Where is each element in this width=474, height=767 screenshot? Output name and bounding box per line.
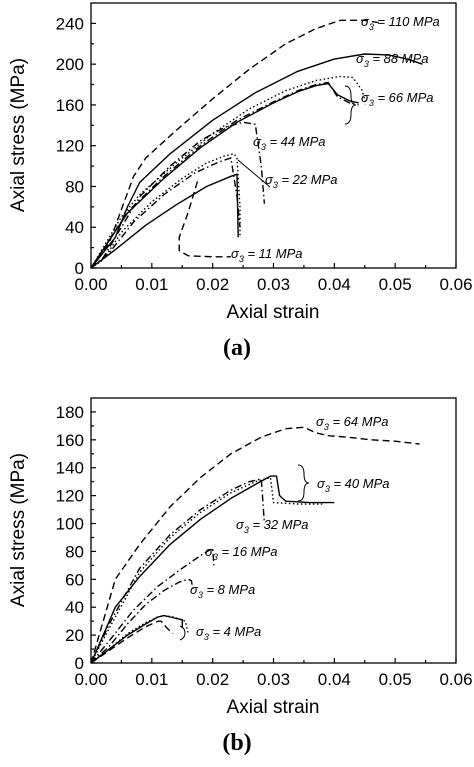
panel-a-series-44-mpa: [90, 121, 266, 269]
panel-b-y-tick-label: 20: [65, 626, 84, 645]
panel-b-annotation-40: σ3 = 40 MPa: [317, 476, 389, 494]
panel-b-annotation-32: σ3 = 32 MPa: [236, 517, 308, 535]
panel-b-series-32-mpa: [90, 478, 266, 664]
panel-b-y-tick-label: 60: [65, 570, 84, 589]
panel-b-x-tick-label: 0.06: [439, 670, 472, 689]
panel-b-x-tick-label: 0.04: [318, 670, 351, 689]
panel-a-series-11-mpa: [90, 173, 239, 269]
panel-b-x-tick-label: 0.01: [135, 670, 168, 689]
panel-b-annotation-8: σ3 = 8 MPa: [190, 582, 255, 600]
panel-b-series-4-mpa: [90, 614, 183, 664]
panel-b-annotation-64: σ3 = 64 MPa: [316, 414, 388, 432]
panel-a-x-tick-label: 0.05: [379, 275, 412, 294]
panel-a-annotation-44: σ3 = 44 MPa: [253, 134, 325, 152]
panel-a-series-22-mpa: [90, 157, 241, 269]
panel-a-y-tick-label: 160: [56, 96, 84, 115]
panel-a-x-tick-label: 0.06: [439, 275, 472, 294]
panel-b-ticks: 0.00 0.01 0.02 0.03 0.04 0.05 0.06 0 20 40 60 80 100…: [56, 403, 473, 689]
panel-a-x-tick-label: 0.00: [74, 275, 107, 294]
panel-a-annotation-66: σ3 = 66 MPa: [361, 90, 433, 108]
panel-b-bracket-4: [179, 625, 186, 641]
panel-b-series-4-mpa: [90, 614, 189, 664]
panel-a-label: (a): [223, 335, 251, 361]
panel-a-annotation-110: σ3 = 110 MPa: [361, 14, 440, 32]
panel-b-x-tick-label: 0.05: [379, 670, 412, 689]
panel-b-y-tick-label: 80: [65, 542, 84, 561]
panel-b-y-tick-label: 120: [56, 487, 84, 506]
panel-a-x-tick-label: 0.04: [318, 275, 351, 294]
panel-a-y-tick-label: 200: [56, 55, 84, 74]
panel-b-x-tick-label: 0.00: [74, 670, 107, 689]
panel-b-annotation-16: σ3 = 16 MPa: [205, 544, 277, 562]
panel-a-series-88-mpa: [90, 53, 423, 269]
panel-a: 0.00 0.01 0.02 0.03 0.04 0.05 0.06 0 40 80 120 160 2…: [8, 2, 473, 361]
panel-b-x-axis-title: Axial strain: [227, 697, 320, 718]
panel-a-brace-66: [344, 85, 357, 125]
panel-a-leader-22: [237, 159, 271, 188]
panel-a-y-tick-label: 240: [56, 14, 84, 33]
panel-b-series-40-mpa: [90, 476, 323, 664]
panel-a-y-tick-label: 0: [75, 259, 84, 278]
panel-b-series-8-mpa: [90, 578, 194, 664]
panel-b-y-tick-label: 160: [56, 431, 84, 450]
panel-b-x-tick-label: 0.02: [196, 670, 229, 689]
panel-a-series-11-mpa: [178, 181, 231, 258]
panel-b-y-tick-label: 140: [56, 459, 84, 478]
panel-a-series-66-mpa: [90, 81, 359, 269]
panel-a-y-tick-label: 80: [65, 177, 84, 196]
panel-a-series-110-mpa: [90, 19, 384, 269]
panel-a-annotation-11: σ3 = 11 MPa: [231, 246, 303, 264]
panel-a-y-tick-label: 120: [56, 137, 84, 156]
panel-b-y-tick-label: 0: [75, 654, 84, 673]
panel-a-annotation-leaders: [237, 85, 357, 188]
panel-a-x-tick-label: 0.02: [196, 275, 229, 294]
panel-a-annotation-22: σ3 = 22 MPa: [265, 172, 337, 190]
panel-b: 0.00 0.01 0.02 0.03 0.04 0.05 0.06 0 20 40 60 80 100…: [8, 397, 473, 756]
panel-a-series-22-mpa: [90, 153, 241, 269]
panel-b-y-axis-title: Axial stress (MPa): [8, 453, 29, 607]
panel-a-annotation-88: σ3 = 88 MPa: [356, 51, 428, 69]
panel-b-annotation-4: σ3 = 4 MPa: [196, 624, 261, 642]
panel-a-x-tick-label: 0.01: [135, 275, 168, 294]
panel-b-series: [90, 426, 420, 664]
panel-a-series: [90, 19, 423, 269]
panel-b-y-tick-label: 100: [56, 515, 84, 534]
panel-a-y-tick-label: 40: [65, 218, 84, 237]
panel-b-y-tick-label: 180: [56, 403, 84, 422]
panel-a-x-tick-label: 0.03: [257, 275, 290, 294]
panel-a-series-66-mpa: [90, 82, 359, 269]
panel-b-brace-40: [297, 464, 310, 502]
panel-a-y-axis-title: Axial stress (MPa): [8, 58, 29, 212]
panel-b-label: (b): [222, 730, 251, 756]
panel-a-series-66-mpa: [90, 75, 366, 269]
panel-b-x-tick-label: 0.03: [257, 670, 290, 689]
panel-b-annotation-leaders: [179, 464, 310, 641]
panel-a-x-axis-title: Axial strain: [227, 302, 320, 323]
panel-b-y-tick-label: 40: [65, 598, 84, 617]
panel-b-series-4-mpa: [90, 620, 174, 664]
panel-b-series-16-mpa: [90, 547, 215, 664]
panel-a-ticks: 0.00 0.01 0.02 0.03 0.04 0.05 0.06 0 40 80 120 160 2…: [56, 14, 473, 294]
panel-b-series-40-mpa: [90, 475, 335, 664]
